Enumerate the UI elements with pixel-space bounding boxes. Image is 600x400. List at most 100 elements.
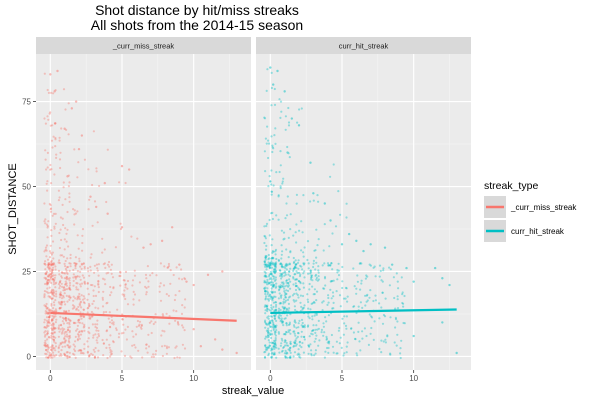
- scatter-point: [295, 263, 298, 266]
- scatter-point: [68, 192, 71, 195]
- scatter-point: [52, 316, 55, 319]
- scatter-point: [264, 289, 267, 292]
- scatter-point: [263, 351, 266, 354]
- scatter-point: [382, 269, 385, 272]
- scatter-point: [308, 282, 311, 286]
- scatter-point: [154, 313, 157, 316]
- panel-background: [256, 54, 471, 370]
- scatter-point: [68, 181, 71, 184]
- scatter-point: [267, 345, 270, 348]
- scatter-point: [44, 278, 48, 281]
- scatter-point: [74, 264, 77, 268]
- scatter-point: [167, 346, 170, 349]
- scatter-point: [64, 354, 67, 357]
- scatter-point: [303, 326, 306, 329]
- scatter-point: [326, 303, 329, 306]
- scatter-point: [44, 312, 47, 315]
- scatter-point: [269, 276, 272, 279]
- scatter-point: [51, 297, 54, 300]
- scatter-point: [71, 307, 74, 310]
- scatter-point: [264, 290, 267, 293]
- scatter-point: [267, 354, 270, 357]
- scatter-point: [280, 263, 284, 266]
- scatter-point: [324, 284, 327, 287]
- scatter-point: [60, 349, 63, 352]
- scatter-point: [278, 274, 282, 278]
- scatter-point: [269, 272, 272, 275]
- scatter-point: [270, 278, 273, 281]
- scatter-point: [43, 344, 46, 347]
- scatter-point: [270, 244, 273, 247]
- scatter-point: [161, 313, 164, 316]
- scatter-point: [64, 316, 67, 320]
- scatter-point: [283, 307, 286, 310]
- trend-line: [50, 311, 237, 322]
- scatter-point: [93, 350, 96, 353]
- scatter-point: [272, 285, 275, 288]
- scatter-point: [83, 282, 87, 285]
- scatter-point: [298, 341, 301, 344]
- scatter-point: [294, 278, 297, 281]
- scatter-point: [402, 321, 405, 325]
- scatter-point: [284, 128, 287, 131]
- scatter-point: [182, 326, 185, 329]
- scatter-point: [60, 275, 63, 278]
- scatter-point: [268, 266, 271, 269]
- scatter-point: [325, 346, 329, 350]
- scatter-point: [284, 265, 287, 268]
- scatter-point: [373, 265, 376, 268]
- scatter-point: [162, 284, 166, 287]
- scatter-point: [44, 282, 47, 286]
- scatter-point: [51, 269, 54, 272]
- scatter-point: [270, 260, 273, 263]
- scatter-point: [272, 263, 275, 266]
- scatter-point: [272, 324, 275, 327]
- scatter-point: [69, 296, 72, 299]
- scatter-point: [97, 274, 100, 277]
- scatter-point: [52, 290, 55, 293]
- scatter-point: [89, 317, 92, 320]
- scatter-point: [283, 290, 286, 293]
- scatter-point: [311, 302, 314, 305]
- scatter-point: [80, 262, 83, 265]
- scatter-point: [268, 322, 271, 325]
- scatter-point: [52, 338, 56, 341]
- scatter-point: [312, 293, 315, 296]
- scatter-point: [298, 355, 301, 358]
- scatter-point: [63, 262, 66, 265]
- scatter-point: [136, 237, 139, 240]
- scatter-point: [266, 264, 269, 267]
- scatter-point: [280, 350, 284, 353]
- scatter-point: [67, 317, 70, 320]
- scatter-point: [51, 344, 54, 347]
- scatter-point: [63, 353, 66, 356]
- scatter-point: [292, 330, 295, 333]
- scatter-point: [53, 122, 57, 125]
- scatter-point: [175, 345, 178, 348]
- scatter-point: [74, 212, 78, 215]
- scatter-point: [264, 286, 267, 289]
- scatter-point: [131, 330, 134, 333]
- scatter-point: [101, 277, 105, 280]
- scatter-point: [63, 286, 66, 289]
- scatter-point: [50, 297, 54, 300]
- scatter-point: [293, 351, 297, 354]
- scatter-point: [76, 234, 79, 237]
- scatter-point: [289, 287, 292, 290]
- scatter-point: [47, 311, 50, 314]
- scatter-point: [307, 344, 310, 347]
- scatter-point: [48, 316, 51, 319]
- scatter-point: [328, 342, 331, 345]
- scatter-point: [289, 342, 292, 345]
- scatter-point: [315, 276, 318, 279]
- scatter-point: [167, 294, 170, 297]
- scatter-point: [62, 317, 65, 320]
- scatter-point: [322, 322, 325, 325]
- scatter-point: [384, 341, 387, 344]
- scatter-point: [60, 301, 64, 304]
- scatter-point: [57, 199, 61, 202]
- scatter-point: [62, 186, 65, 189]
- scatter-point: [321, 264, 324, 267]
- scatter-point: [72, 276, 75, 279]
- scatter-point: [46, 322, 49, 325]
